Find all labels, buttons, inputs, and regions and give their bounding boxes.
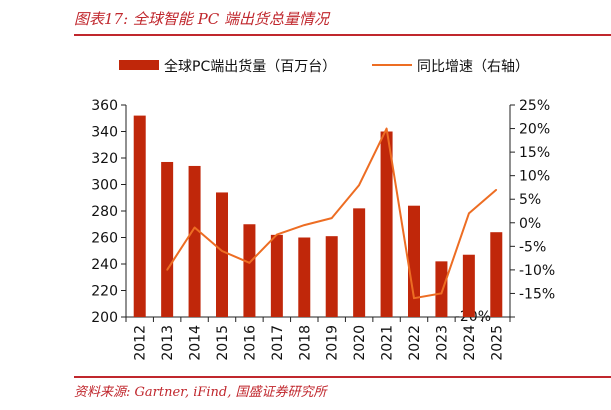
legend-line-label: 同比增速（右轴） — [417, 59, 529, 75]
right-y-tick-label: 25% — [519, 98, 550, 114]
bar-2013 — [161, 161, 174, 317]
growth-rate-point — [276, 233, 278, 236]
growth-rate-point — [495, 189, 498, 191]
bar-2019 — [325, 236, 338, 317]
right-y-tick-label: 20% — [519, 122, 550, 138]
left-y-tick-label: 200 — [91, 310, 118, 326]
right-y-tick-label: 15% — [519, 145, 550, 161]
bar-2024 — [462, 254, 475, 317]
x-tick-label-2017: 2017 — [270, 325, 286, 361]
right-y-tick-label: 5% — [519, 192, 541, 208]
title-rule — [74, 34, 611, 36]
bar-2021 — [380, 131, 393, 317]
combo-chart: 全球PC端出货量（百万台） 同比增速（右轴） 200 220 240 260 280 30… — [91, 58, 555, 361]
left-y-tick-label: 300 — [91, 178, 118, 194]
left-y-tick-label: 360 — [91, 98, 118, 114]
left-y-tick-label: 280 — [91, 204, 118, 220]
legend-bar-swatch — [119, 60, 159, 70]
growth-rate-point — [248, 262, 251, 264]
bar-2012 — [133, 115, 146, 317]
bar-2025 — [490, 232, 503, 317]
x-tick-label-2014: 2014 — [188, 325, 204, 361]
x-tick-label-2015: 2015 — [215, 325, 231, 361]
legend-bar-label: 全球PC端出货量（百万台） — [164, 58, 336, 75]
growth-rate-point — [440, 292, 443, 295]
bar-2014 — [188, 165, 201, 317]
figure-title: 图表17: 全球智能 PC 端出货总量情况 — [74, 10, 330, 28]
left-y-tick-label: 340 — [91, 125, 118, 141]
growth-rate-point — [193, 226, 196, 229]
growth-rate-point — [413, 297, 415, 299]
left-y-tick-label: 240 — [91, 257, 118, 273]
x-tick-label-2023: 2023 — [434, 325, 450, 361]
left-y-tick-label: 220 — [91, 284, 118, 300]
bar-2018 — [298, 237, 311, 317]
bar-2017 — [270, 234, 283, 317]
x-tick-label-2020: 2020 — [352, 325, 368, 361]
growth-rate-point — [468, 212, 470, 215]
x-tick-label-2024: 2024 — [462, 325, 478, 361]
source-rule — [74, 376, 611, 378]
source-note: 资料来源: Gartner, iFind, 国盛证券研究所 — [74, 385, 327, 400]
growth-rate-point — [385, 127, 388, 130]
growth-rate-point — [358, 184, 360, 186]
x-tick-label-2012: 2012 — [133, 325, 149, 361]
growth-rate-point — [166, 269, 168, 271]
legend: 全球PC端出货量（百万台） 同比增速（右轴） — [119, 58, 529, 75]
x-tick-label-2019: 2019 — [325, 325, 341, 361]
left-y-tick-label: 320 — [91, 151, 118, 167]
right-y-tick-label: -15% — [519, 286, 555, 302]
bar-2015 — [216, 192, 228, 317]
x-tick-label-2022: 2022 — [407, 325, 423, 361]
growth-rate-point — [303, 224, 306, 226]
bar-2022 — [408, 205, 420, 317]
right-y-tick-label: -5% — [519, 239, 546, 255]
left-y-tick-label: 260 — [91, 231, 118, 247]
axes: 200220240260280300320340360-20%-15%-10%-… — [91, 98, 555, 326]
growth-rate-point — [221, 250, 223, 252]
bar-series — [133, 115, 503, 317]
x-tick-label-2016: 2016 — [242, 325, 258, 361]
x-axis-labels: 2012 2013 2014 2015 2016 2017 2018 2019 2020 2021… — [133, 325, 506, 361]
right-y-tick-label: 10% — [519, 169, 550, 185]
x-tick-label-2021: 2021 — [380, 325, 396, 361]
line-series — [166, 127, 498, 300]
x-tick-label-2018: 2018 — [297, 325, 313, 361]
bar-2020 — [353, 208, 366, 317]
growth-rate-point — [330, 217, 333, 219]
x-tick-label-2013: 2013 — [160, 325, 176, 361]
x-tick-label-2025: 2025 — [489, 325, 505, 361]
right-y-tick-label: 0% — [519, 216, 541, 232]
bar-2016 — [243, 224, 256, 317]
bar-2023 — [435, 261, 448, 317]
right-y-tick-label: -10% — [519, 263, 555, 279]
